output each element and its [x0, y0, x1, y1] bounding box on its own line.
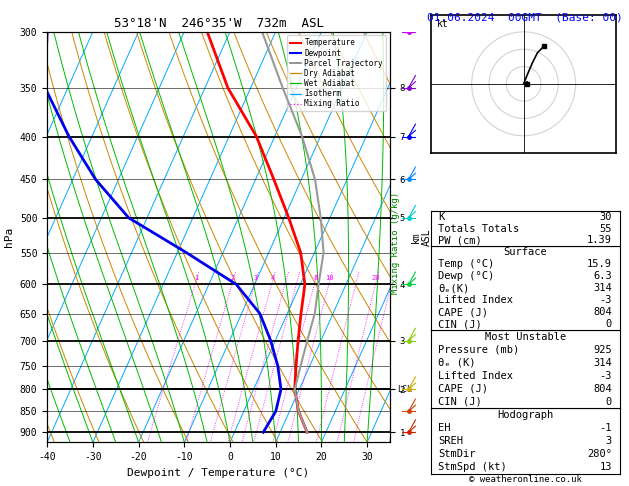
Text: 0: 0: [606, 319, 612, 330]
Text: 30: 30: [599, 212, 612, 222]
Text: 4: 4: [270, 276, 275, 281]
Text: Dewp (°C): Dewp (°C): [438, 271, 494, 281]
Text: Temp (°C): Temp (°C): [438, 260, 494, 269]
Text: 1.39: 1.39: [587, 236, 612, 245]
Text: Pressure (mb): Pressure (mb): [438, 345, 520, 355]
Text: 3: 3: [606, 436, 612, 446]
Text: 01.06.2024  00GMT  (Base: 00): 01.06.2024 00GMT (Base: 00): [427, 12, 623, 22]
Text: Lifted Index: Lifted Index: [438, 295, 513, 306]
Text: 804: 804: [593, 384, 612, 394]
Legend: Temperature, Dewpoint, Parcel Trajectory, Dry Adiabat, Wet Adiabat, Isotherm, Mi: Temperature, Dewpoint, Parcel Trajectory…: [287, 35, 386, 111]
Text: K: K: [438, 212, 445, 222]
Text: θₑ(K): θₑ(K): [438, 283, 470, 294]
X-axis label: Dewpoint / Temperature (°C): Dewpoint / Temperature (°C): [128, 468, 309, 478]
Text: 280°: 280°: [587, 449, 612, 459]
Text: StmSpd (kt): StmSpd (kt): [438, 462, 507, 472]
Text: θₑ (K): θₑ (K): [438, 358, 476, 368]
Text: 13: 13: [599, 462, 612, 472]
Text: 0: 0: [606, 397, 612, 407]
Text: 8: 8: [313, 276, 317, 281]
Text: PW (cm): PW (cm): [438, 236, 482, 245]
Text: -3: -3: [599, 371, 612, 381]
Text: 925: 925: [593, 345, 612, 355]
Text: SREH: SREH: [438, 436, 464, 446]
Text: 1: 1: [194, 276, 198, 281]
Text: LCL: LCL: [397, 385, 412, 394]
Text: Mixing Ratio (g/kg): Mixing Ratio (g/kg): [391, 192, 400, 294]
Text: 10: 10: [325, 276, 334, 281]
Title: 53°18'N  246°35'W  732m  ASL: 53°18'N 246°35'W 732m ASL: [114, 17, 323, 31]
Text: 3: 3: [253, 276, 258, 281]
Text: 314: 314: [593, 283, 612, 294]
Text: -1: -1: [599, 423, 612, 433]
Text: Totals Totals: Totals Totals: [438, 224, 520, 234]
Text: CAPE (J): CAPE (J): [438, 384, 488, 394]
Text: -3: -3: [599, 295, 612, 306]
Text: 2: 2: [231, 276, 235, 281]
Text: 55: 55: [599, 224, 612, 234]
Text: 314: 314: [593, 358, 612, 368]
Text: Lifted Index: Lifted Index: [438, 371, 513, 381]
Text: StmDir: StmDir: [438, 449, 476, 459]
Text: Surface: Surface: [503, 247, 547, 258]
Text: 6.3: 6.3: [593, 271, 612, 281]
Y-axis label: hPa: hPa: [4, 227, 14, 247]
Text: 804: 804: [593, 308, 612, 317]
Text: kt: kt: [437, 19, 448, 29]
Text: 15.9: 15.9: [587, 260, 612, 269]
Text: © weatheronline.co.uk: © weatheronline.co.uk: [469, 474, 582, 484]
Text: 20: 20: [372, 276, 381, 281]
Text: CIN (J): CIN (J): [438, 319, 482, 330]
Y-axis label: km
ASL: km ASL: [411, 228, 432, 246]
Text: Hodograph: Hodograph: [497, 410, 554, 420]
Text: CIN (J): CIN (J): [438, 397, 482, 407]
Text: EH: EH: [438, 423, 451, 433]
Text: Most Unstable: Most Unstable: [484, 332, 566, 342]
Text: CAPE (J): CAPE (J): [438, 308, 488, 317]
